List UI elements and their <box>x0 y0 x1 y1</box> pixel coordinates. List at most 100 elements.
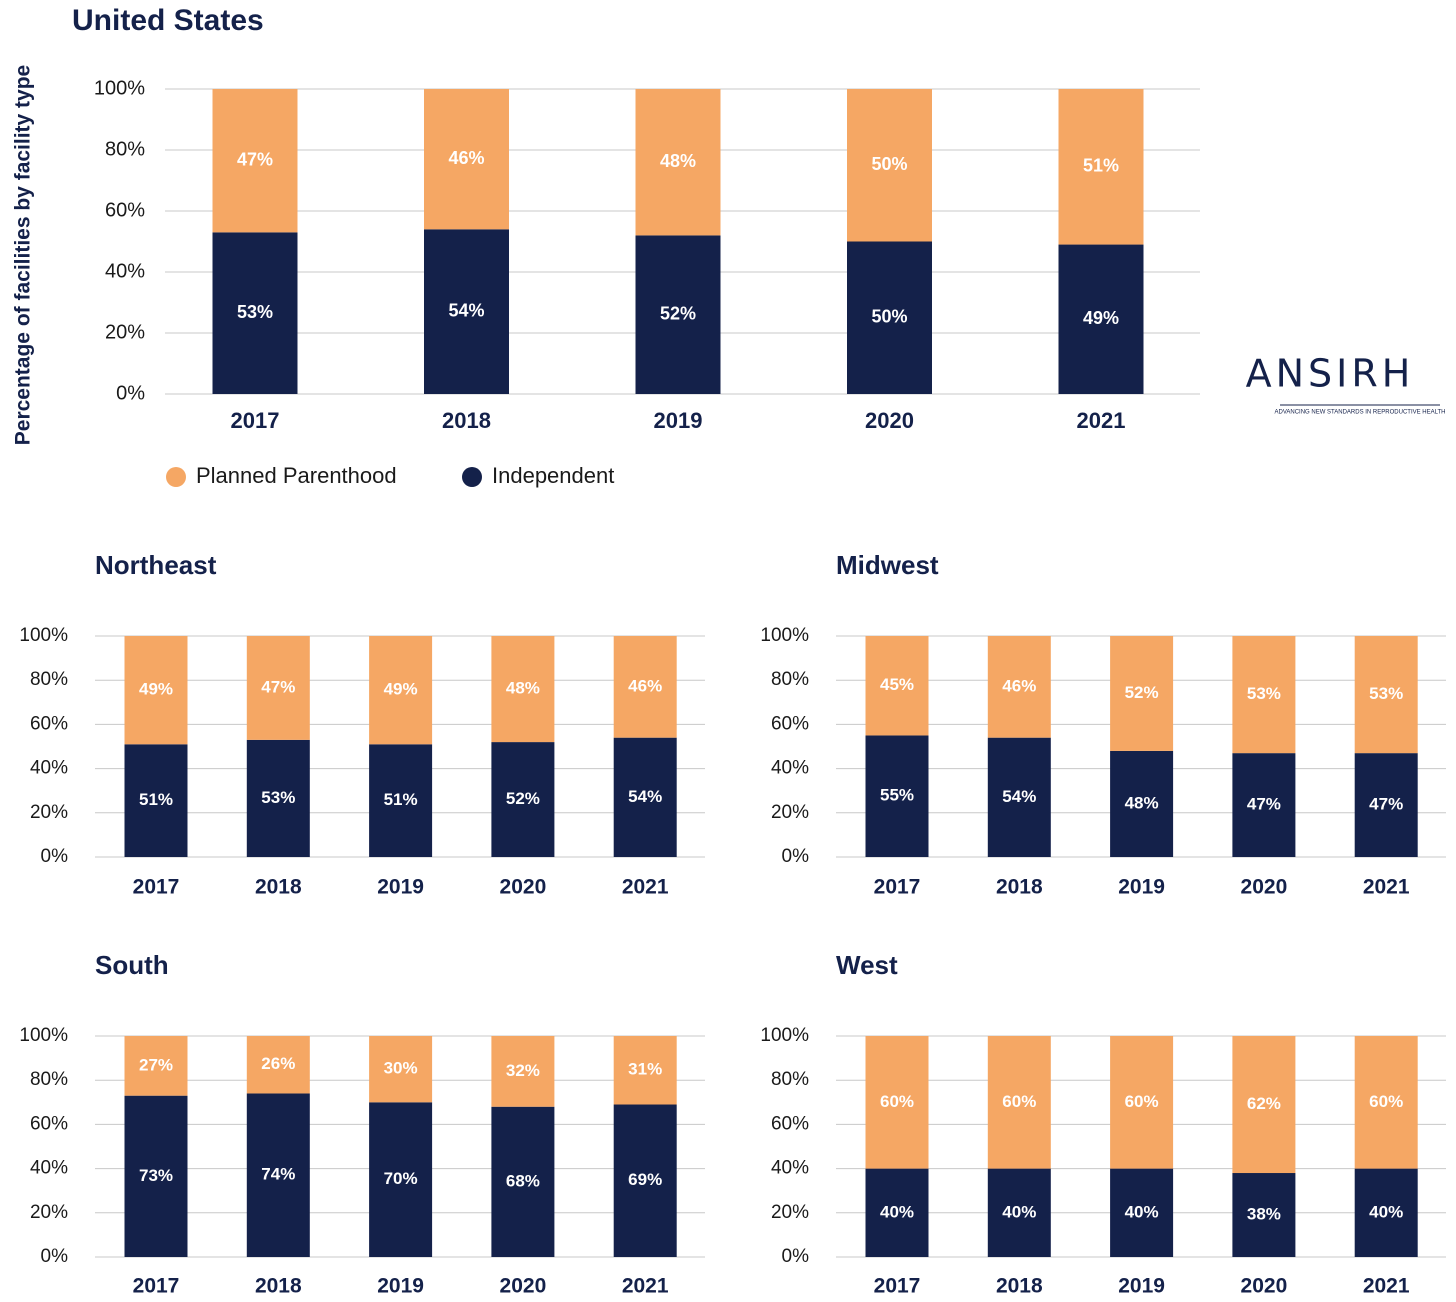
y-tick-label: 80% <box>771 1069 809 1090</box>
x-tick-label: 2017 <box>133 1275 180 1298</box>
y-tick-label: 80% <box>771 669 809 690</box>
y-tick-label: 60% <box>30 713 68 734</box>
data-label: 47% <box>1369 795 1403 814</box>
bar-segment <box>1232 636 1296 754</box>
x-tick-label: 2017 <box>874 1275 921 1298</box>
data-label: 38% <box>1247 1204 1281 1223</box>
y-tick-label: 60% <box>30 1113 68 1134</box>
x-tick-label: 2019 <box>1118 1275 1165 1298</box>
data-label: 40% <box>1125 1202 1159 1221</box>
x-tick-label: 2020 <box>500 1275 547 1298</box>
y-tick-label: 0% <box>116 382 145 404</box>
y-tick-label: 100% <box>94 77 145 99</box>
y-tick-label: 20% <box>105 321 145 343</box>
y-tick-label: 0% <box>41 1246 69 1267</box>
data-label: 60% <box>1002 1092 1036 1111</box>
x-tick-label: 2018 <box>996 876 1043 899</box>
data-label: 60% <box>880 1092 914 1111</box>
bar-segment <box>613 1036 677 1105</box>
bar-segment <box>1058 244 1144 394</box>
data-label: 49% <box>1083 308 1119 328</box>
data-label: 32% <box>506 1061 540 1080</box>
bar-segment <box>124 636 188 745</box>
x-tick-label: 2020 <box>865 408 914 433</box>
data-label: 55% <box>880 786 914 805</box>
bar-segment <box>1232 753 1296 857</box>
logo-tagline: ADVANCING NEW STANDARDS IN REPRODUCTIVE … <box>1274 410 1445 416</box>
bar-segment <box>1110 750 1174 857</box>
data-label: 54% <box>448 300 484 320</box>
y-tick-label: 0% <box>782 1246 810 1267</box>
legend-label: Planned Parenthood <box>196 463 397 488</box>
x-tick-label: 2019 <box>1118 876 1165 899</box>
bar-segment <box>865 735 929 857</box>
bar-segment <box>865 1168 929 1257</box>
data-label: 51% <box>384 790 418 809</box>
bar-segment <box>1232 1036 1296 1174</box>
data-label: 74% <box>261 1165 295 1184</box>
data-label: 53% <box>261 788 295 807</box>
y-tick-label: 80% <box>30 669 68 690</box>
bar-segment <box>491 1106 555 1257</box>
y-axis-label: Percentage of facilities by facility typ… <box>12 65 35 445</box>
x-tick-label: 2019 <box>377 876 424 899</box>
x-tick-label: 2017 <box>231 408 280 433</box>
legend-label: Independent <box>492 463 614 488</box>
bar-segment <box>1110 1168 1174 1257</box>
data-label: 69% <box>628 1170 662 1189</box>
bar-segment <box>865 1036 929 1169</box>
data-label: 40% <box>1369 1202 1403 1221</box>
y-tick-label: 40% <box>771 758 809 779</box>
data-label: 40% <box>880 1202 914 1221</box>
y-tick-label: 100% <box>760 1025 809 1046</box>
bar-segment <box>369 1036 433 1103</box>
bar-segment <box>1058 89 1144 245</box>
bar-segment <box>124 1095 188 1257</box>
bar-segment <box>635 235 721 394</box>
y-tick-label: 40% <box>30 758 68 779</box>
bar-segment <box>369 1102 433 1257</box>
legend-swatch <box>462 467 482 487</box>
bar-segment <box>246 1093 310 1257</box>
data-label: 45% <box>880 675 914 694</box>
x-tick-label: 2021 <box>622 876 669 899</box>
x-tick-label: 2021 <box>1363 1275 1410 1298</box>
y-tick-label: 80% <box>105 138 145 160</box>
data-label: 70% <box>384 1169 418 1188</box>
data-label: 52% <box>1125 683 1159 702</box>
bar-segment <box>246 739 310 857</box>
bar-segment <box>1232 1173 1296 1257</box>
bar-segment <box>1110 636 1174 751</box>
bar-segment <box>491 1036 555 1107</box>
data-label: 27% <box>139 1055 173 1074</box>
bar-segment <box>424 229 509 394</box>
bar-segment <box>635 89 721 236</box>
data-label: 48% <box>660 151 696 171</box>
bar-segment <box>613 636 677 738</box>
bar-segment <box>987 1168 1051 1257</box>
x-tick-label: 2020 <box>1241 1275 1288 1298</box>
y-tick-label: 60% <box>105 199 145 221</box>
bar-segment <box>212 232 298 394</box>
x-tick-label: 2018 <box>255 876 302 899</box>
data-label: 46% <box>448 148 484 168</box>
y-tick-label: 40% <box>105 260 145 282</box>
data-label: 47% <box>237 149 273 169</box>
bar-segment <box>246 636 310 740</box>
data-label: 46% <box>628 676 662 695</box>
y-tick-label: 20% <box>30 802 68 823</box>
data-label: 53% <box>237 302 273 322</box>
y-tick-label: 40% <box>771 1158 809 1179</box>
bar-segment <box>369 636 433 745</box>
data-label: 54% <box>628 787 662 806</box>
x-tick-label: 2021 <box>1363 876 1410 899</box>
data-label: 30% <box>384 1059 418 1078</box>
bar-segment <box>124 1036 188 1096</box>
y-tick-label: 100% <box>19 1025 68 1046</box>
data-label: 48% <box>506 679 540 698</box>
bar-segment <box>987 1036 1051 1169</box>
data-label: 62% <box>1247 1094 1281 1113</box>
bar-segment <box>124 744 188 857</box>
data-label: 26% <box>261 1054 295 1073</box>
bar-segment <box>987 636 1051 738</box>
